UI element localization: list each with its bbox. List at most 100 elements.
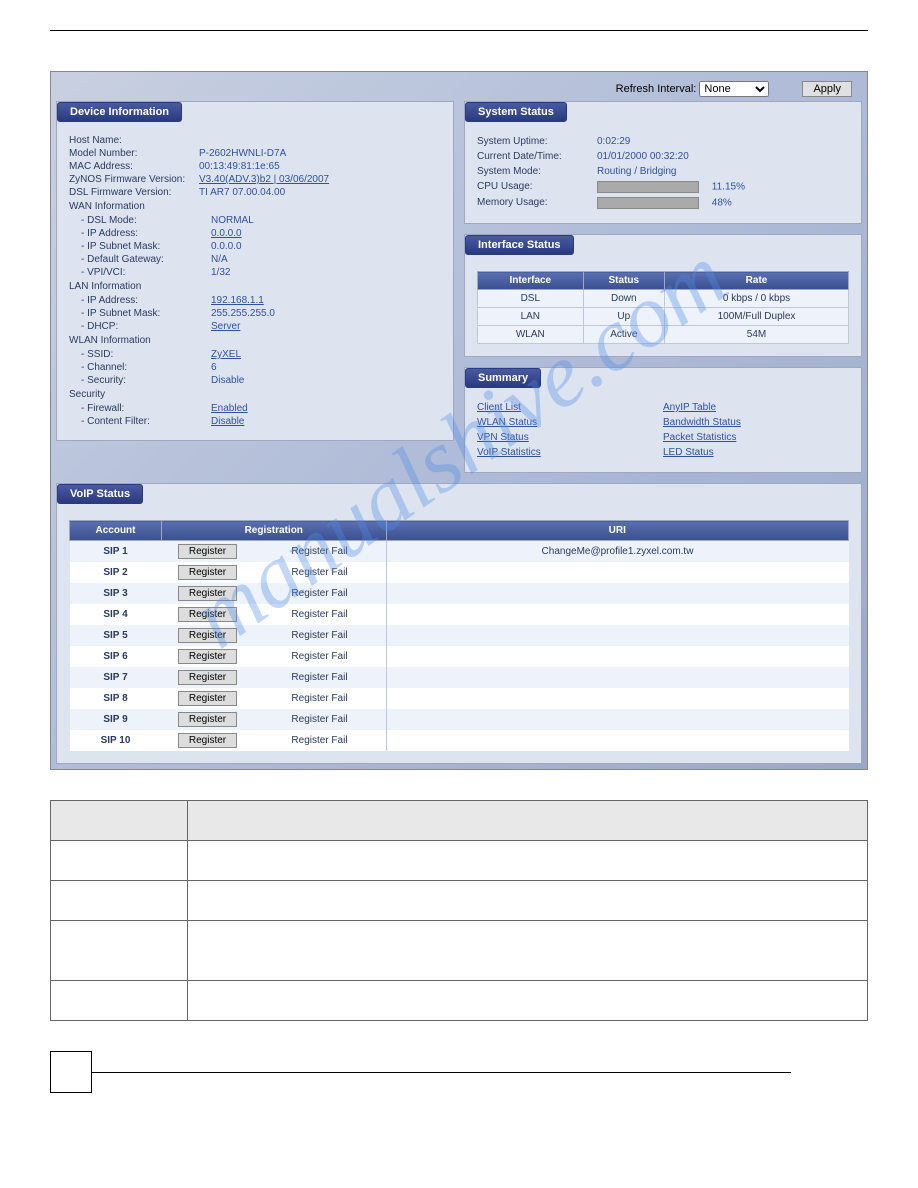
zynos-link[interactable]: V3.40(ADV.3)b2 | 03/06/2007: [199, 174, 329, 185]
summary-link[interactable]: Client List: [477, 400, 663, 415]
voip-status-panel: VoIP Status Account Registration URI SIP…: [56, 483, 862, 764]
voip-account: SIP 7: [70, 667, 162, 688]
register-button[interactable]: Register: [178, 628, 237, 643]
voip-uri: [386, 625, 849, 646]
footer-page-box: [50, 1051, 92, 1093]
voip-account: SIP 3: [70, 583, 162, 604]
vpi-value: 1/32: [211, 267, 230, 278]
interface-table: Interface Status Rate DSLDown0 kbps / 0 …: [477, 271, 849, 344]
register-button[interactable]: Register: [178, 607, 237, 622]
cf-link[interactable]: Disable: [211, 416, 244, 427]
desc-cell: [51, 921, 188, 981]
refresh-label: Refresh Interval:: [616, 83, 697, 95]
table-row: WLANActive54M: [478, 326, 849, 344]
register-button[interactable]: Register: [178, 670, 237, 685]
iface-cell: LAN: [478, 308, 584, 326]
ssid-label: - SSID:: [81, 349, 211, 360]
register-button[interactable]: Register: [178, 649, 237, 664]
summary-link[interactable]: VoIP Statistics: [477, 445, 663, 460]
table-row: LANUp100M/Full Duplex: [478, 308, 849, 326]
voip-reg-status: Register Fail: [254, 625, 387, 646]
summary-link[interactable]: WLAN Status: [477, 415, 663, 430]
iface-th-interface: Interface: [478, 272, 584, 290]
table-row: SIP 2 Register Register Fail: [70, 562, 849, 583]
ssid-link[interactable]: ZyXEL: [211, 349, 241, 360]
voip-uri: [386, 730, 849, 751]
gateway-label: - Default Gateway:: [81, 254, 211, 265]
datetime-value: 01/01/2000 00:32:20: [597, 151, 849, 162]
summary-link[interactable]: VPN Status: [477, 430, 663, 445]
dslfw-value: TI AR7 07.00.04.00: [199, 187, 285, 198]
desc-cell: [51, 841, 188, 881]
iface-th-status: Status: [583, 272, 664, 290]
voip-uri: [386, 583, 849, 604]
voip-reg-status: Register Fail: [254, 688, 387, 709]
voip-account: SIP 6: [70, 646, 162, 667]
dslfw-label: DSL Firmware Version:: [69, 187, 199, 198]
table-row: SIP 5RegisterRegister Fail: [70, 625, 849, 646]
cpu-bar-wrap: 11.15%: [597, 181, 849, 193]
sec-header: Security: [69, 387, 441, 402]
wlan-header: WLAN Information: [69, 333, 441, 348]
firewall-label: - Firewall:: [81, 403, 211, 414]
channel-value: 6: [211, 362, 217, 373]
iface-cell: Active: [583, 326, 664, 344]
wan-ip-label: - IP Address:: [81, 228, 211, 239]
voip-reg-status: Register Fail: [254, 562, 387, 583]
datetime-label: Current Date/Time:: [477, 151, 597, 162]
voip-account: SIP 4: [70, 604, 162, 625]
voip-uri: [386, 667, 849, 688]
wan-header: WAN Information: [69, 199, 441, 214]
table-row: DSLDown0 kbps / 0 kbps: [478, 290, 849, 308]
iface-cell: WLAN: [478, 326, 584, 344]
mem-pct: 48%: [712, 198, 732, 209]
voip-reg-status: Register Fail: [254, 541, 387, 563]
register-button[interactable]: Register: [178, 565, 237, 580]
register-button[interactable]: Register: [178, 586, 237, 601]
cpu-pct: 11.15%: [712, 182, 745, 193]
zynos-label: ZyNOS Firmware Version:: [69, 174, 199, 185]
lan-subnet-label: - IP Subnet Mask:: [81, 308, 211, 319]
summary-link[interactable]: AnyIP Table: [663, 400, 849, 415]
table-row: SIP 9RegisterRegister Fail: [70, 709, 849, 730]
dsl-mode-value: NORMAL: [211, 215, 254, 226]
mac-label: MAC Address:: [69, 161, 199, 172]
summary-link[interactable]: Bandwidth Status: [663, 415, 849, 430]
mac-value: 00:13:49:81:1e:65: [199, 161, 280, 172]
desc-cell: [51, 981, 188, 1021]
voip-reg-status: Register Fail: [254, 604, 387, 625]
register-button[interactable]: Register: [178, 691, 237, 706]
summary-link[interactable]: LED Status: [663, 445, 849, 460]
lan-ip-link[interactable]: 192.168.1.1: [211, 295, 264, 306]
uptime-value: 0:02:29: [597, 136, 849, 147]
voip-account: SIP 2: [70, 562, 162, 583]
refresh-select[interactable]: None: [699, 81, 769, 97]
summary-panel: Summary Client ListWLAN StatusVPN Status…: [464, 367, 862, 473]
table-row: SIP 8RegisterRegister Fail: [70, 688, 849, 709]
wan-ip-link[interactable]: 0.0.0.0: [211, 228, 242, 239]
interface-status-panel: Interface Status Interface Status Rate D…: [464, 234, 862, 357]
system-status-panel: System Status System Uptime:0:02:29 Curr…: [464, 101, 862, 224]
register-button[interactable]: Register: [178, 712, 237, 727]
apply-button[interactable]: Apply: [802, 81, 852, 97]
channel-label: - Channel:: [81, 362, 211, 373]
iface-cell: 0 kbps / 0 kbps: [665, 290, 849, 308]
register-button[interactable]: Register: [178, 544, 237, 559]
cf-label: - Content Filter:: [81, 416, 211, 427]
desc-cell: [188, 921, 868, 981]
voip-account: SIP 10: [70, 730, 162, 751]
register-button[interactable]: Register: [178, 733, 237, 748]
voip-uri: [386, 688, 849, 709]
mem-bar-wrap: 48%: [597, 197, 849, 209]
voip-th-uri: URI: [386, 521, 849, 541]
voip-uri: [386, 604, 849, 625]
firewall-link[interactable]: Enabled: [211, 403, 248, 414]
lan-header: LAN Information: [69, 279, 441, 294]
summary-link[interactable]: Packet Statistics: [663, 430, 849, 445]
interface-status-header: Interface Status: [465, 235, 574, 255]
desc-cell: [188, 841, 868, 881]
wan-subnet-value: 0.0.0.0: [211, 241, 242, 252]
dhcp-link[interactable]: Server: [211, 321, 240, 332]
table-row: SIP 7RegisterRegister Fail: [70, 667, 849, 688]
vpi-label: - VPI/VCI:: [81, 267, 211, 278]
